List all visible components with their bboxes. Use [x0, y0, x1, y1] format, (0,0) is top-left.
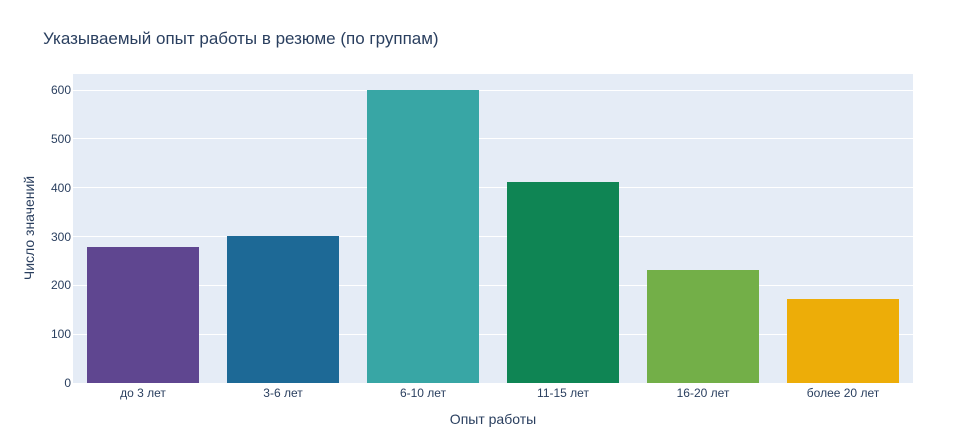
x-tick-label: 3-6 лет — [263, 386, 303, 400]
gridline — [73, 138, 913, 140]
bar[interactable] — [787, 299, 899, 383]
y-tick-label: 0 — [64, 376, 71, 390]
gridline — [73, 187, 913, 189]
x-tick-label: 16-20 лет — [676, 386, 730, 400]
x-tick-label: до 3 лет — [120, 386, 166, 400]
x-tick-label: более 20 лет — [806, 386, 880, 400]
y-tick-label: 400 — [50, 180, 71, 195]
x-tick-label: 11-15 лет — [537, 386, 589, 400]
y-tick-label: 500 — [50, 131, 71, 146]
gridline — [73, 333, 913, 335]
y-axis-label: Число значений — [21, 175, 37, 281]
y-tick-label: 100 — [50, 327, 71, 342]
bar[interactable] — [647, 269, 759, 383]
gridline — [73, 236, 913, 238]
plot-area — [73, 74, 913, 383]
x-tick-label: 6-10 лет — [399, 386, 447, 400]
y-tick-label: 300 — [50, 229, 71, 244]
bar[interactable] — [507, 181, 619, 383]
bar[interactable] — [87, 246, 199, 383]
chart-title: Указываемый опыт работы в резюме (по гру… — [43, 29, 439, 48]
bar[interactable] — [227, 235, 339, 383]
bar[interactable] — [367, 89, 479, 383]
y-tick-label: 200 — [50, 278, 71, 293]
y-tick-label: 600 — [50, 83, 71, 98]
gridline — [73, 284, 913, 286]
x-axis-label: Опыт работы — [449, 411, 537, 427]
gridline — [73, 89, 913, 91]
